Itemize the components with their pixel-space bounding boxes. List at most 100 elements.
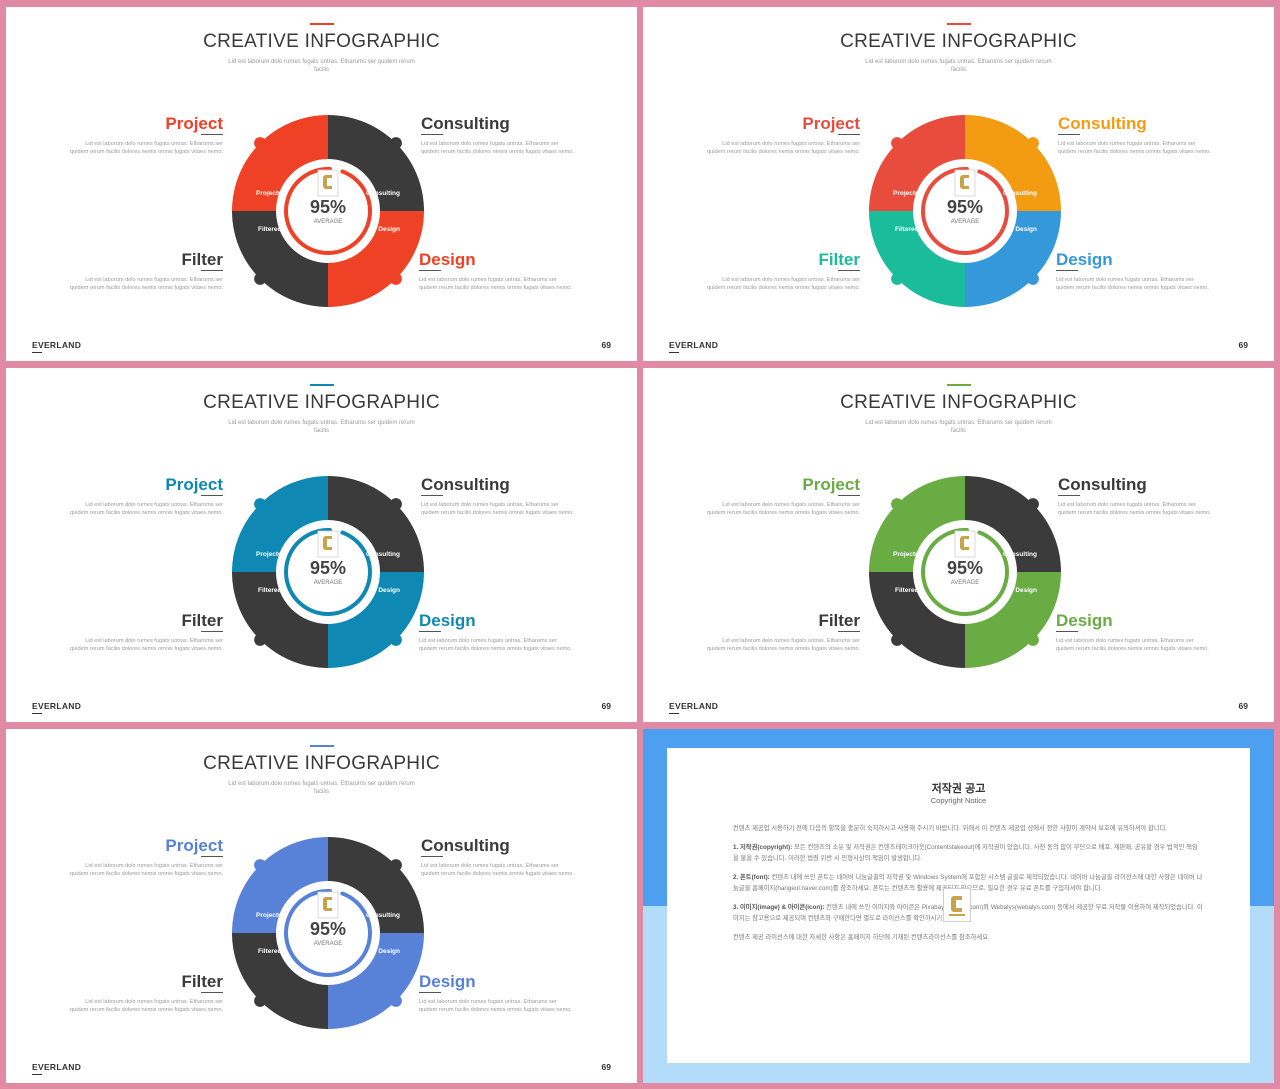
label-design: Design [419,972,476,991]
label-project-underline [838,495,860,496]
slide-green[interactable]: CREATIVE INFOGRAPHIC Lid est laborum dol… [643,368,1274,722]
center-value: 95% [310,558,346,578]
label-design-underline [419,270,441,271]
slide-blue[interactable]: CREATIVE INFOGRAPHIC Lid est laborum dol… [6,729,637,1083]
knob-top-right [389,498,402,511]
desc-filter: Lid est laborum dolo rumes fugats untras… [70,277,223,291]
label-design: Design [419,250,476,269]
desc-filter: Lid est laborum dolo rumes fugats untras… [707,277,860,291]
footer-brand-underline [32,713,42,714]
label-filter: Filter [181,611,223,630]
segment-label-projectus: Projectus [256,912,286,919]
knob-top-left [254,498,267,511]
slide-title: CREATIVE INFOGRAPHIC [840,392,1077,413]
knob-top-right [1026,498,1039,511]
slide-subtitle: Lid est laborum dolo rumes fugats untras… [865,420,1052,434]
center-label: AVERAGE [314,580,343,586]
slide-multicolor[interactable]: CREATIVE INFOGRAPHIC Lid est laborum dol… [643,7,1274,361]
label-consulting-underline [421,495,443,496]
knob-top-left [254,859,267,872]
footer-brand-underline [32,352,42,353]
knob-bottom-left [254,272,267,285]
segment-label-projectus: Projectus [256,551,286,558]
slide-title: CREATIVE INFOGRAPHIC [203,392,440,413]
brand-logo-icon [954,169,976,197]
center-disc [276,520,380,624]
label-design-underline [1056,631,1078,632]
desc-project: Lid est laborum dolo rumes fugats untras… [70,863,223,877]
label-project: Project [802,114,860,133]
segment-label-consulting: Consulting [366,551,400,558]
desc-filter: Lid est laborum dolo rumes fugats untras… [707,638,860,652]
notice-body: 컨텐츠 제공업 시용하기 전에 다음의 항목을 충분히 숙지하시고 사용해 주시… [733,823,1203,950]
slide-subtitle: Lid est laborum dolo rumes fugats untras… [865,59,1052,73]
desc-filter: Lid est laborum dolo rumes fugats untras… [70,638,223,652]
segment-label-filtered: Filtered [258,948,282,955]
knob-bottom-left [891,633,904,646]
quadrant-donut-chart: Projectus Consulting Filtered Design 95%… [869,476,1061,668]
label-filter-underline [201,631,223,632]
footer-brand: EVERLAND [32,340,82,350]
slide-copyright-notice[interactable]: 저작권 공고 Copyright Notice 컨텐츠 제공업 시용하기 전에 … [643,729,1274,1083]
desc-project: Lid est laborum dolo rumes fugats untras… [70,141,223,155]
title-accent-line [309,745,334,747]
center-disc [913,520,1017,624]
title-accent-line [309,23,334,25]
label-project-underline [201,856,223,857]
label-consulting: Consulting [421,114,510,133]
desc-design: Lid est laborum dolo rumes fugats untras… [419,999,572,1013]
desc-filter: Lid est laborum dolo rumes fugats untras… [70,999,223,1013]
knob-bottom-right [389,272,402,285]
desc-consulting: Lid est laborum dolo rumes fugats untras… [421,141,574,155]
footer-brand-underline [669,352,679,353]
label-consulting: Consulting [421,836,510,855]
slide-subtitle: Lid est laborum dolo rumes fugats untras… [228,781,415,795]
page-number: 69 [601,1062,611,1072]
label-consulting: Consulting [1058,114,1147,133]
progress-ring [921,167,1009,255]
knob-bottom-right [1026,272,1039,285]
notice-copyright-paragraph: 1. 저작권(copyright): 모든 컨텐츠의 소유 및 저작권은 컨텐츠… [733,843,1198,863]
label-consulting-underline [1058,134,1080,135]
title-accent-line [309,384,334,386]
page-number: 69 [601,340,611,350]
label-design: Design [1056,611,1113,630]
label-project: Project [165,114,223,133]
segment-label-design: Design [378,587,400,594]
footer-brand-underline [32,1074,42,1075]
progress-ring [284,528,372,616]
label-design: Design [419,611,476,630]
desc-consulting: Lid est laborum dolo rumes fugats untras… [421,502,574,516]
slide-title: CREATIVE INFOGRAPHIC [840,31,1077,52]
knob-bottom-right [389,633,402,646]
knob-bottom-left [891,272,904,285]
knob-top-left [891,137,904,150]
center-label: AVERAGE [951,580,980,586]
label-project-underline [201,495,223,496]
knob-bottom-right [1026,633,1039,646]
label-filter-underline [201,992,223,993]
knob-top-left [254,137,267,150]
progress-ring [921,528,1009,616]
notice-card: 저작권 공고 Copyright Notice 컨텐츠 제공업 시용하기 전에 … [667,748,1250,1063]
label-consulting-underline [421,856,443,857]
label-filter-underline [838,631,860,632]
label-filter-underline [201,270,223,271]
slide-title: CREATIVE INFOGRAPHIC [203,31,440,52]
label-design-underline [1056,270,1078,271]
brand-logo-icon [954,530,976,558]
label-filter: Filter [181,972,223,991]
label-project: Project [165,475,223,494]
desc-consulting: Lid est laborum dolo rumes fugats untras… [421,863,574,877]
notice-title: 저작권 공고 [931,783,986,795]
quadrant-donut-chart: Projectus Consulting Filtered Design 95%… [232,476,424,668]
slide-red[interactable]: CREATIVE INFOGRAPHIC Lid est laborum dol… [6,7,637,361]
desc-consulting: Lid est laborum dolo rumes fugats untras… [1058,502,1211,516]
segment-label-consulting: Consulting [366,190,400,197]
slide-teal-blue[interactable]: CREATIVE INFOGRAPHIC Lid est laborum dol… [6,368,637,722]
segment-label-consulting: Consulting [1003,551,1037,558]
footer-brand: EVERLAND [32,701,82,711]
brand-logo-icon [317,891,339,919]
segment-label-consulting: Consulting [366,912,400,919]
slide-subtitle: Lid est laborum dolo rumes fugats untras… [228,59,415,73]
